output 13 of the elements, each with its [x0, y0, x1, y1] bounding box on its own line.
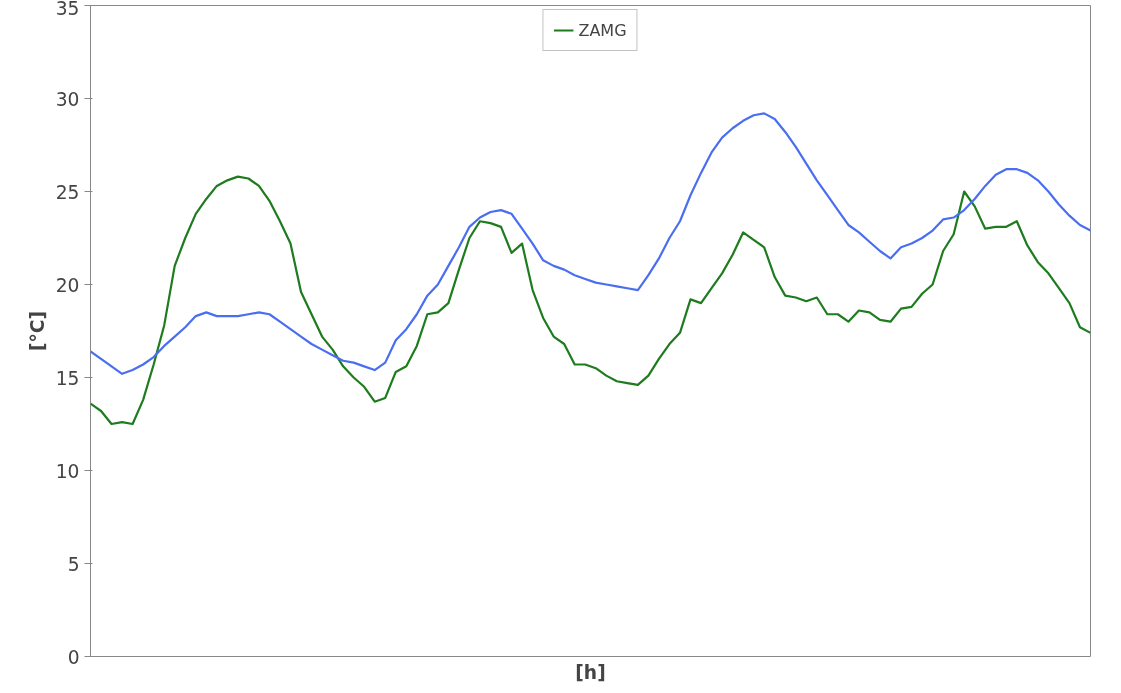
legend-label: ZAMG [578, 20, 627, 40]
y-tick-label: 15 [55, 367, 80, 389]
y-tick-label: 25 [55, 181, 80, 203]
y-tick-label: 5 [67, 553, 80, 575]
y-tick-label: 35 [55, 0, 80, 19]
y-tick-label: 20 [55, 274, 80, 296]
y-axis-title: [°C] [26, 310, 48, 352]
line-series [90, 112, 1091, 375]
y-tick-label: 30 [55, 88, 80, 110]
x-axis-title: [h] [575, 661, 606, 683]
y-tick-label: 10 [55, 460, 80, 482]
line-series [90, 175, 1091, 426]
y-tick-label: 0 [67, 646, 80, 668]
